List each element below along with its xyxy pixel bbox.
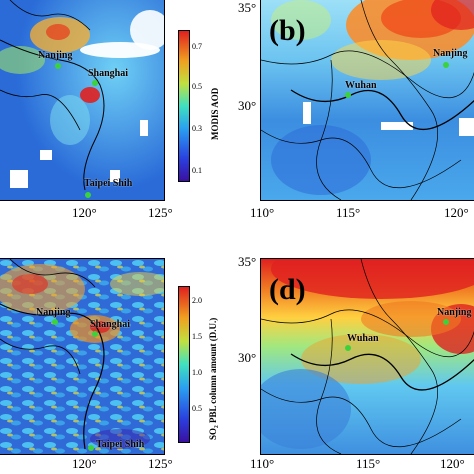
city-label-shanghai: Shanghai bbox=[90, 319, 131, 330]
city-marker-taipei bbox=[85, 192, 91, 198]
city-marker-shanghai bbox=[92, 80, 98, 86]
panel-a-map: Nanjing Shanghai Taipei Shih bbox=[0, 0, 165, 201]
panel-c-colorbar-tick: 1.0 bbox=[192, 368, 202, 377]
panel-b-x-tick-110: 110° bbox=[250, 205, 275, 220]
panel-b-y-tick-35: 35° bbox=[238, 0, 257, 15]
city-label-wuhan: Wuhan bbox=[347, 333, 379, 344]
panel-b-x-tick-115: 115° bbox=[336, 205, 361, 220]
panel-a-x-tick-120: 120° bbox=[72, 205, 97, 220]
city-marker-nanjing bbox=[443, 62, 449, 68]
city-label-taipei: Taipei Shih bbox=[84, 178, 133, 189]
panel-d-x-tick-115: 115° bbox=[356, 456, 381, 471]
city-marker-wuhan bbox=[345, 345, 351, 351]
city-label-taipei: Taipei Shih bbox=[96, 439, 145, 450]
city-label-nanjing: Nanjing bbox=[433, 48, 468, 59]
city-marker-taipei bbox=[88, 445, 94, 451]
panel-b-map: (b) Nanjing Wuhan bbox=[260, 0, 474, 201]
panel-c-map: Nanjing Shanghai Taipei Shih bbox=[0, 258, 165, 455]
panel-d-map: (d) Nanjing Wuhan bbox=[260, 258, 474, 455]
city-marker-wuhan bbox=[345, 92, 351, 98]
panel-a-colorbar-tick: 0.7 bbox=[192, 42, 202, 51]
city-label-nanjing: Nanjing bbox=[437, 307, 472, 318]
city-marker-nanjing bbox=[443, 319, 449, 325]
panel-b-y-tick-30: 30° bbox=[238, 98, 257, 113]
city-marker-nanjing bbox=[52, 319, 58, 325]
panel-d-y-tick-35: 35° bbox=[238, 254, 257, 269]
panel-c-x-tick-120: 120° bbox=[72, 456, 97, 471]
panel-c-x-tick-125: 125° bbox=[148, 456, 173, 471]
panel-d-heatmap bbox=[261, 259, 474, 454]
panel-b-label: (b) bbox=[269, 14, 306, 47]
panel-b-heatmap bbox=[261, 0, 474, 200]
panel-d-y-tick-30: 30° bbox=[238, 350, 257, 365]
panel-a-colorbar-tick: 0.5 bbox=[192, 82, 202, 91]
panel-c-colorbar bbox=[178, 286, 190, 443]
panel-c-colorbar-tick: 2.0 bbox=[192, 296, 202, 305]
panel-a-x-tick-125: 125° bbox=[148, 205, 173, 220]
panel-c-colorbar-tick: 1.5 bbox=[192, 332, 202, 341]
panel-d-x-tick-110: 110° bbox=[250, 456, 275, 471]
panel-a-colorbar-tick: 0.3 bbox=[192, 124, 202, 133]
panel-a-colorbar bbox=[178, 30, 190, 182]
panel-a-colorbar-tick: 0.1 bbox=[192, 166, 202, 175]
city-label-nanjing: Nanjing bbox=[38, 50, 73, 61]
city-label-shanghai: Shanghai bbox=[88, 68, 129, 79]
city-marker-nanjing bbox=[55, 63, 61, 69]
panel-c-heatmap bbox=[0, 259, 164, 454]
panel-c-colorbar-tick: 0.5 bbox=[192, 404, 202, 413]
panel-c-colorbar-label: SO₂ PBL column amount (D.U.) bbox=[208, 317, 218, 440]
city-marker-shanghai bbox=[92, 331, 98, 337]
panel-d-label: (d) bbox=[269, 273, 306, 306]
city-label-nanjing: Nanjing bbox=[36, 307, 71, 318]
city-label-wuhan: Wuhan bbox=[345, 80, 377, 91]
panel-a-heatmap bbox=[0, 0, 164, 200]
panel-b-x-tick-120: 120° bbox=[444, 205, 469, 220]
panel-d-x-tick-120: 120° bbox=[440, 456, 465, 471]
panel-a-colorbar-label: MODIS AOD bbox=[210, 87, 220, 140]
